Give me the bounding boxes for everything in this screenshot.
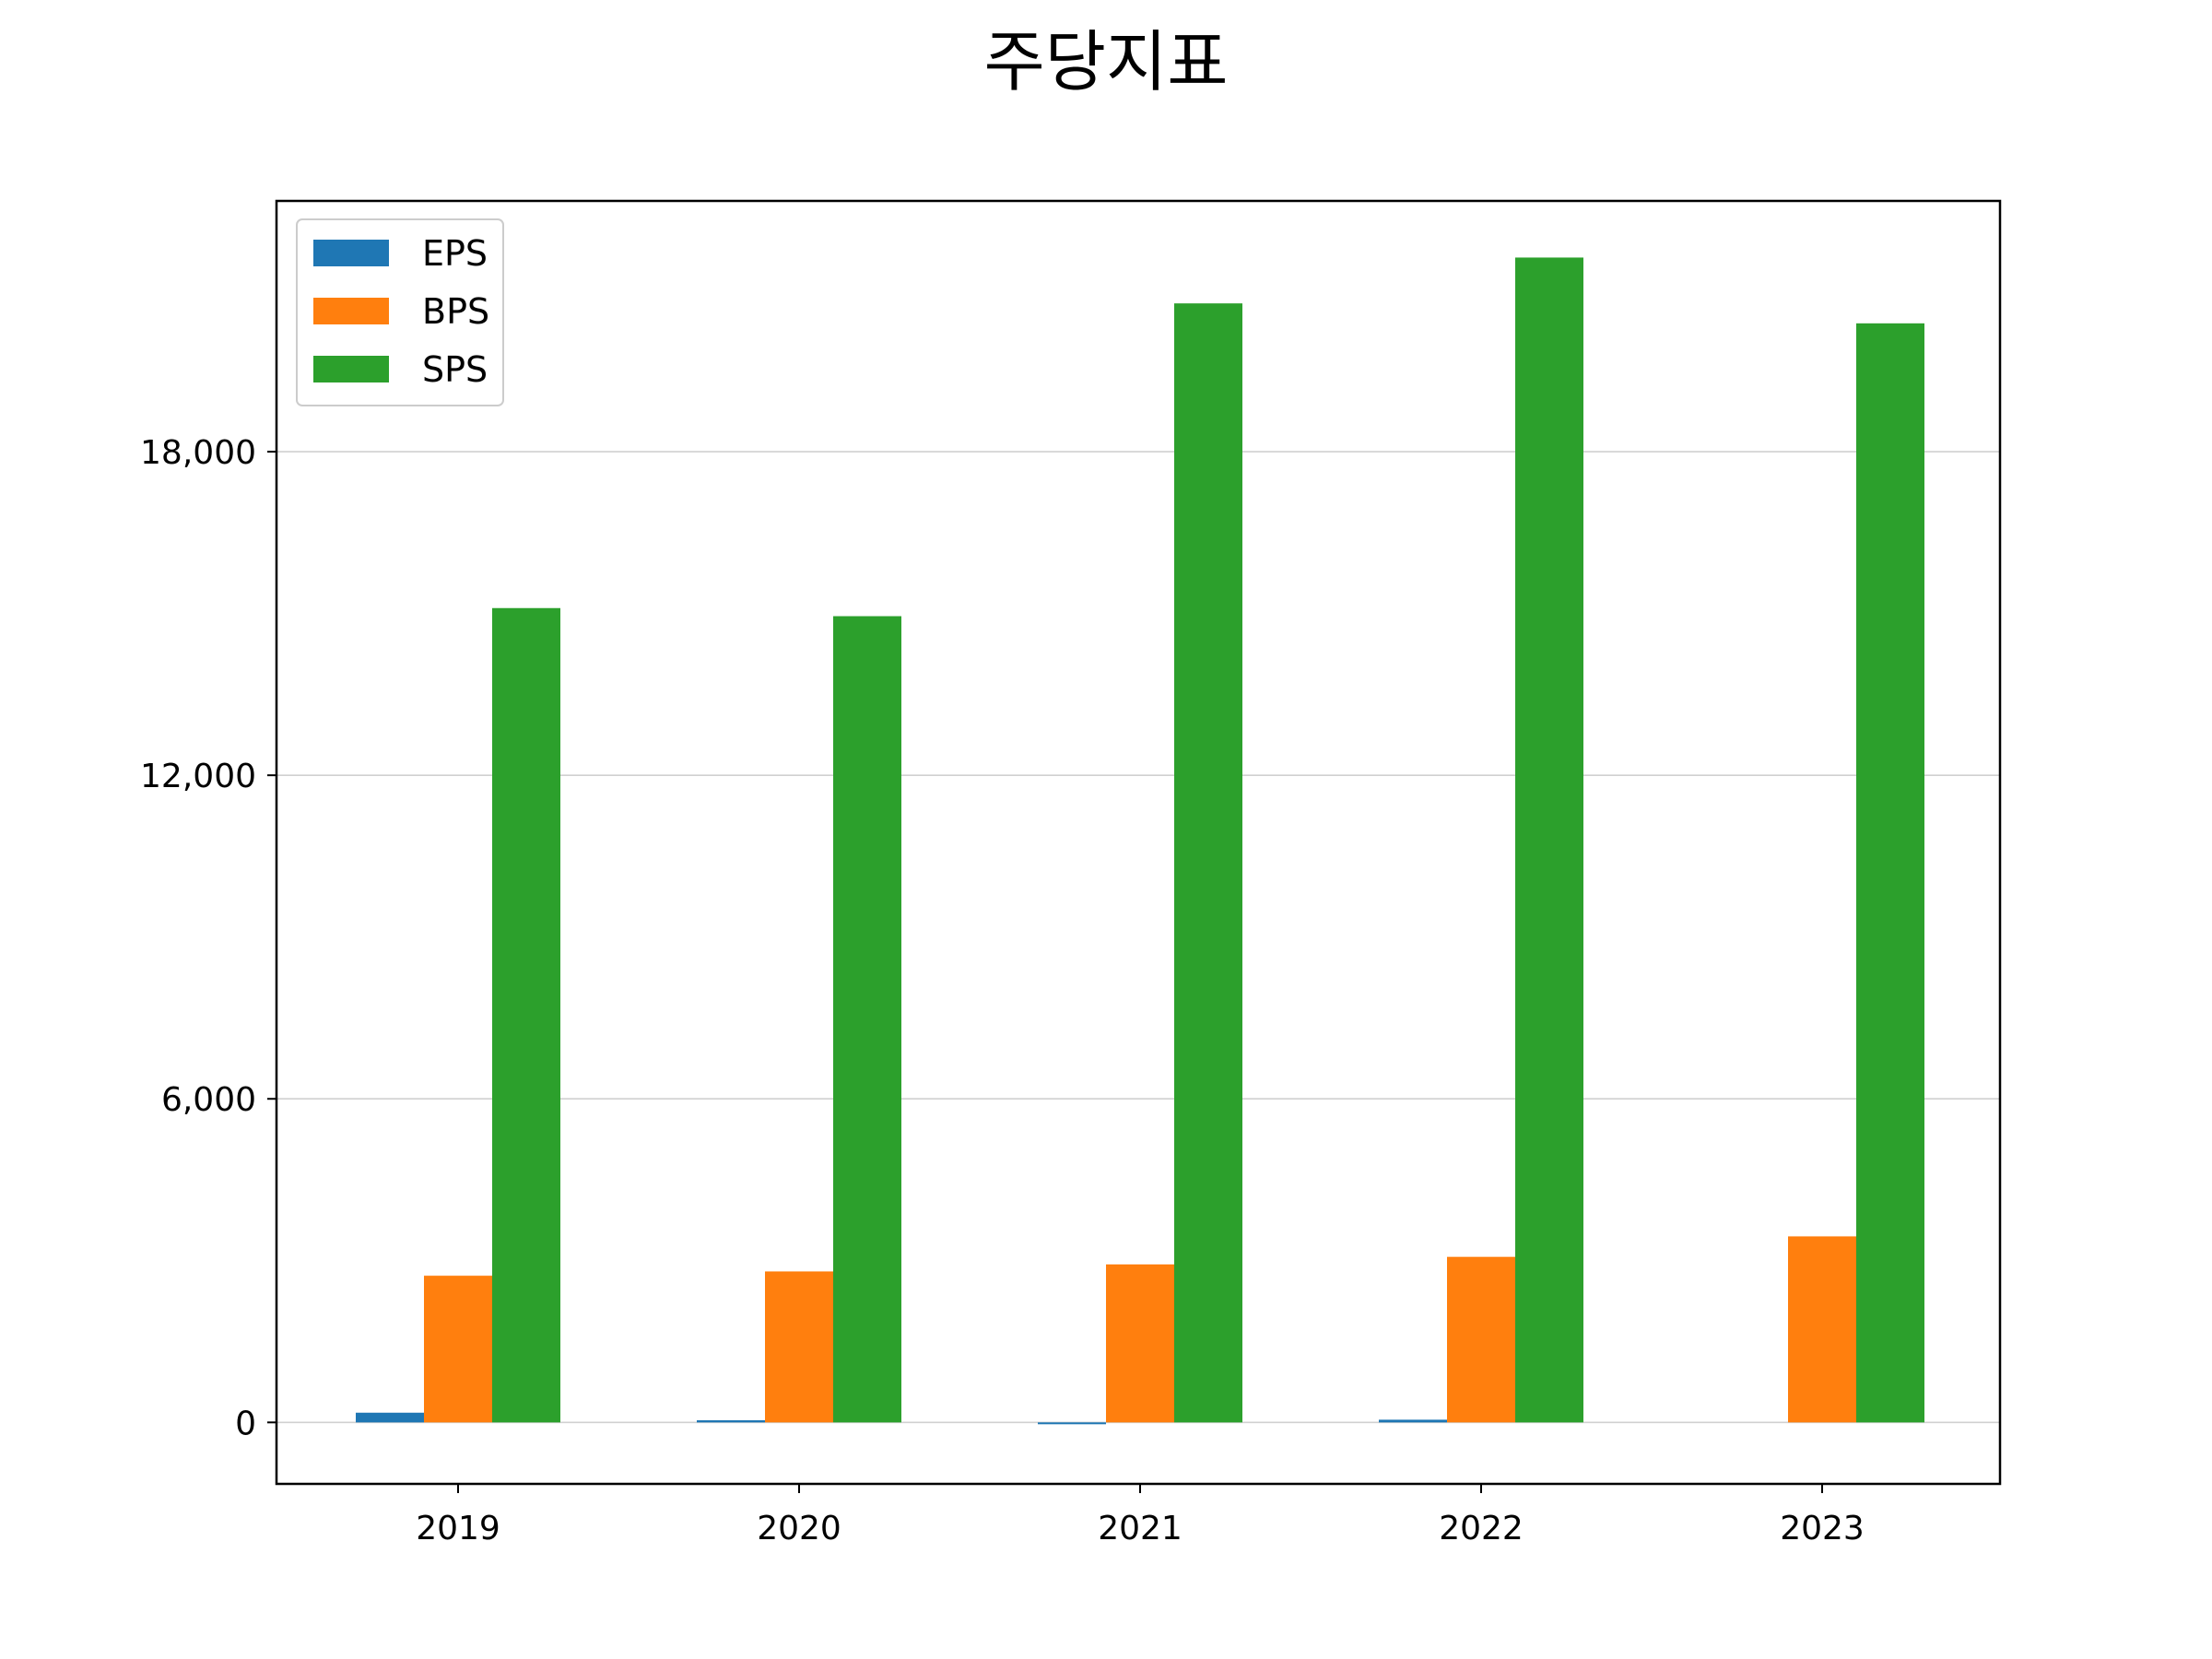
legend-label-sps: SPS: [422, 349, 488, 390]
bar-bps-2023: [1788, 1236, 1856, 1423]
bar-sps-2019: [492, 607, 560, 1423]
bar-sps-2022: [1515, 257, 1583, 1423]
x-tick-label: 2022: [1439, 1510, 1524, 1547]
bar-eps-2019: [356, 1412, 424, 1423]
chart-title: 주당지표: [984, 23, 1229, 100]
x-tick-label: 2023: [1780, 1510, 1865, 1547]
bar-bps-2020: [765, 1271, 833, 1423]
y-gridlines: [276, 451, 2000, 1424]
y-tick-label: 6,000: [161, 1081, 256, 1119]
y-tick-label: 18,000: [140, 434, 256, 472]
bar-sps-2020: [833, 616, 901, 1423]
bar-bps-2019: [424, 1276, 492, 1423]
legend-swatch-bps: [313, 298, 389, 324]
legend: EPS BPS SPS: [296, 218, 504, 406]
bar-bps-2021: [1106, 1264, 1174, 1423]
y-tick-label: 12,000: [140, 758, 256, 795]
bar-eps-2020: [697, 1419, 765, 1423]
bar-eps-2022: [1379, 1419, 1447, 1423]
y-tick-label: 0: [235, 1405, 256, 1442]
x-tick-label: 2019: [416, 1510, 500, 1547]
plot-area-frame: [275, 199, 2002, 1486]
bar-bps-2022: [1447, 1256, 1515, 1423]
legend-label-eps: EPS: [422, 233, 488, 274]
x-tick-label: 2020: [757, 1510, 841, 1547]
legend-label-bps: BPS: [422, 291, 489, 332]
legend-swatch-sps: [313, 356, 389, 382]
bar-sps-2021: [1174, 303, 1242, 1423]
y-axis: 0 6,000 12,000 18,000: [140, 434, 276, 1442]
x-axis: 2019 2020 2021 2022 2023: [416, 1484, 1865, 1547]
bar-eps-2021: [1038, 1422, 1106, 1425]
bar-sps-2023: [1856, 323, 1924, 1423]
legend-swatch-eps: [313, 240, 389, 266]
x-tick-label: 2021: [1098, 1510, 1182, 1547]
bars: [356, 257, 1924, 1425]
